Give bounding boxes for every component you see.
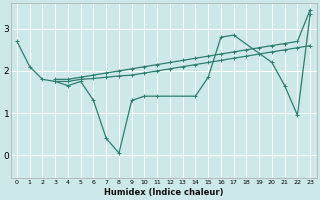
X-axis label: Humidex (Indice chaleur): Humidex (Indice chaleur) bbox=[104, 188, 223, 197]
